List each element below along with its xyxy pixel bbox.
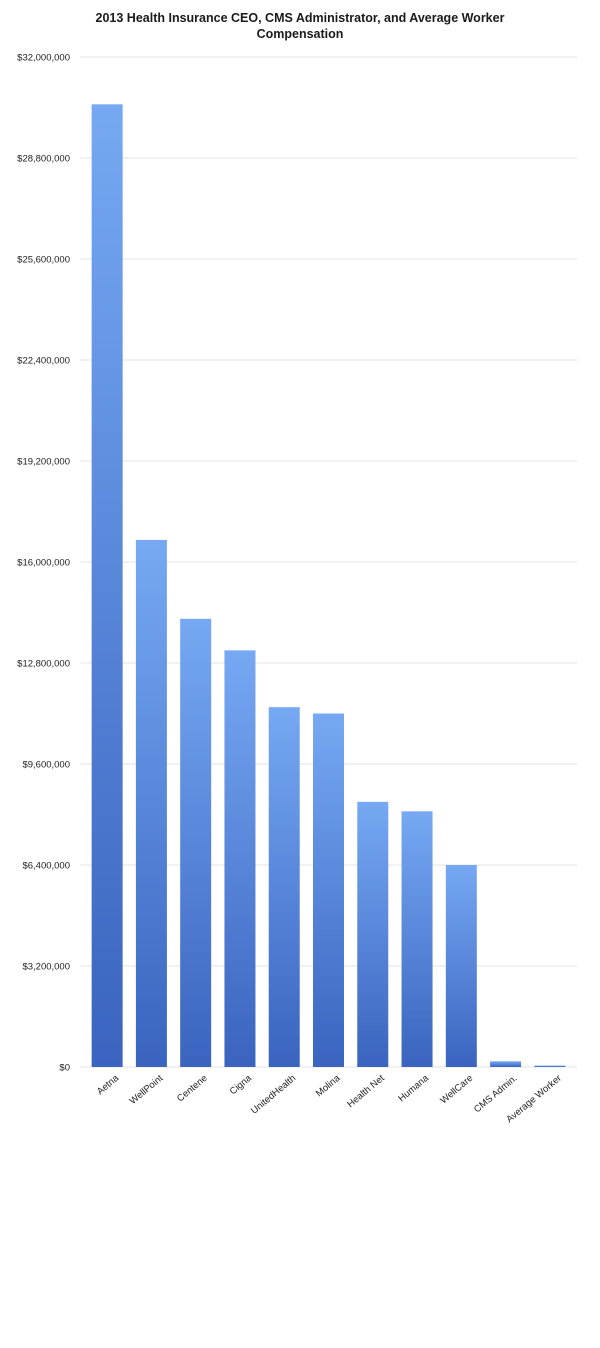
- x-tick-label: Centene: [175, 1073, 210, 1105]
- bar-wellcare: [445, 865, 477, 1067]
- bar-molina: [313, 713, 344, 1067]
- bar-aetna: [91, 104, 123, 1067]
- x-tick-label: Molina: [314, 1072, 343, 1099]
- y-tick-label: $0: [59, 1063, 70, 1074]
- bar-unitedhealth: [268, 707, 300, 1067]
- bar-average-worker: [534, 1065, 566, 1067]
- y-tick-label: $9,600,000: [22, 760, 70, 771]
- bar-cigna: [224, 650, 256, 1067]
- x-tick-label: Cigna: [228, 1072, 255, 1097]
- bars: [91, 104, 566, 1067]
- y-tick-label: $12,800,000: [17, 659, 70, 670]
- bar-centene: [180, 618, 212, 1067]
- y-tick-label: $22,400,000: [17, 356, 70, 367]
- bar-health-net: [357, 801, 389, 1067]
- y-tick-label: $6,400,000: [22, 861, 70, 872]
- chart-title: 2013 Health Insurance CEO, CMS Administr…: [0, 10, 600, 42]
- x-tick-label: Humana: [396, 1072, 431, 1104]
- bar-wellpoint: [135, 539, 167, 1067]
- y-axis-tick-labels: $0 $3,200,000 $6,400,000 $9,600,000 $12,800,…: [17, 53, 70, 1074]
- y-tick-label: $25,600,000: [17, 255, 70, 266]
- x-tick-label: WellPoint: [128, 1073, 166, 1107]
- y-tick-label: $16,000,000: [17, 558, 70, 569]
- y-tick-label: $19,200,000: [17, 457, 70, 468]
- y-tick-label: $28,800,000: [17, 154, 70, 165]
- bar-cms-admin: [490, 1061, 522, 1067]
- x-tick-label: UnitedHealth: [249, 1073, 298, 1117]
- y-tick-label: $3,200,000: [22, 962, 70, 973]
- x-tick-label: Aetna: [95, 1072, 122, 1097]
- y-tick-label: $32,000,000: [17, 53, 70, 64]
- bar-humana: [401, 811, 433, 1067]
- chart-title-line-2: Compensation: [256, 27, 344, 41]
- chart-title-line-1: 2013 Health Insurance CEO, CMS Administr…: [95, 11, 505, 25]
- x-tick-label: Health Net: [345, 1073, 387, 1111]
- x-tick-label: WellCare: [438, 1073, 475, 1106]
